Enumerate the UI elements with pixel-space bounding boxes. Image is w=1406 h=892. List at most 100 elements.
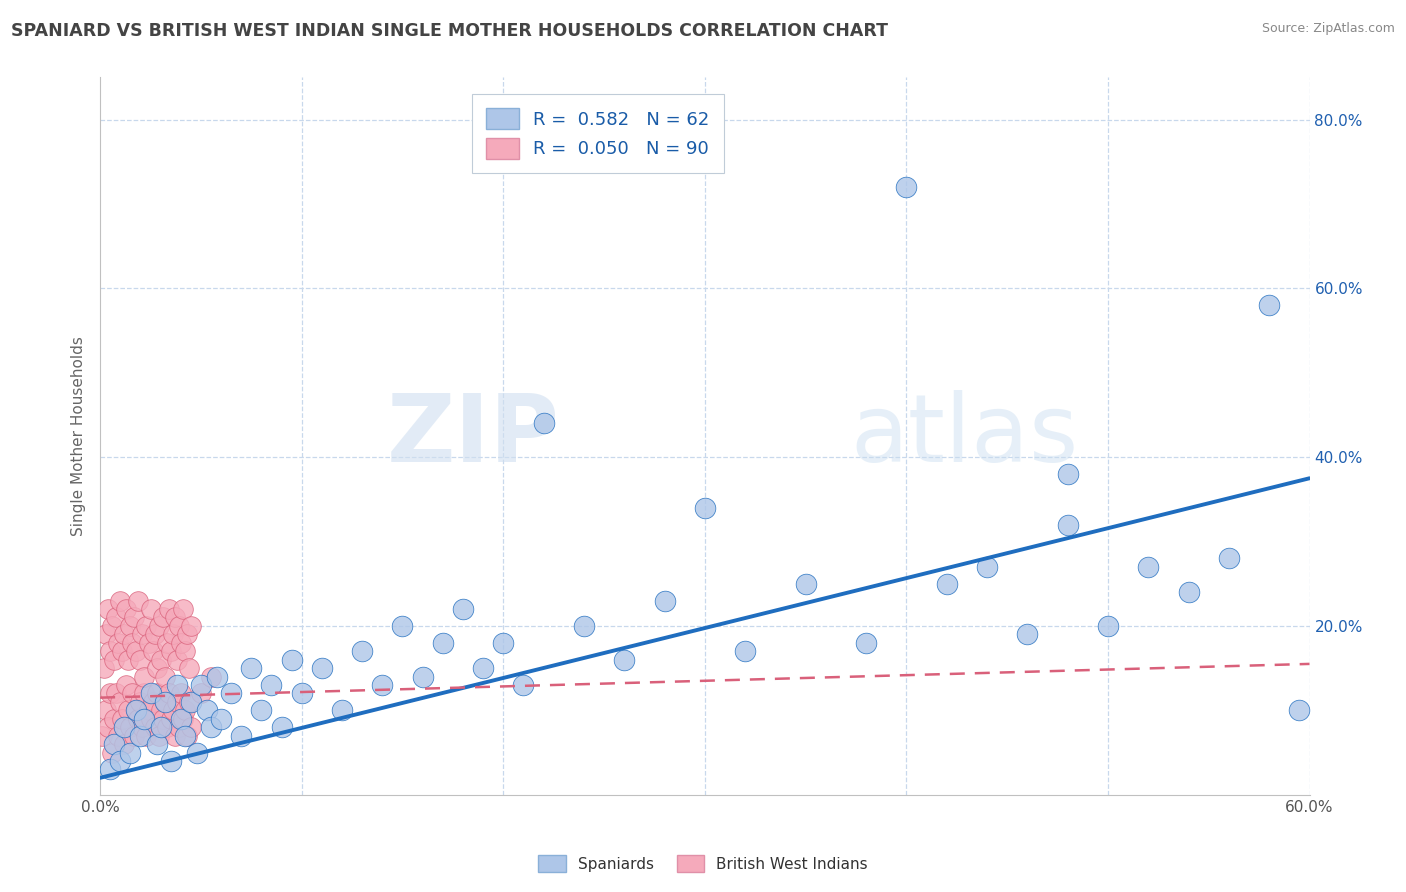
Point (231, 729, 253, 743)
Point (172, 602, 194, 616)
Point (190, 686, 212, 700)
Point (145, 661, 167, 675)
Point (91, 729, 114, 743)
Text: SPANIARD VS BRITISH WEST INDIAN SINGLE MOTHER HOUSEHOLDS CORRELATION CHART: SPANIARD VS BRITISH WEST INDIAN SINGLE M… (11, 22, 889, 40)
Text: atlas: atlas (851, 390, 1078, 482)
Point (125, 703, 148, 717)
Point (96, 703, 118, 717)
Point (180, 619, 202, 633)
Point (432, 636, 454, 650)
Point (693, 500, 716, 515)
Point (96, 627, 118, 641)
Point (145, 686, 167, 700)
Point (1097, 619, 1119, 633)
Point (93, 661, 115, 675)
Point (1137, 559, 1160, 574)
Legend: Spaniards, British West Indians: Spaniards, British West Indians (530, 847, 876, 880)
Point (1258, 298, 1281, 312)
Point (135, 619, 157, 633)
Point (134, 669, 156, 683)
Point (613, 653, 636, 667)
Point (166, 653, 188, 667)
Point (110, 593, 132, 607)
Point (105, 610, 128, 624)
Point (159, 644, 181, 658)
Point (120, 619, 142, 633)
Point (141, 695, 163, 709)
Point (572, 619, 595, 633)
Point (148, 619, 170, 633)
Point (153, 695, 176, 709)
Point (311, 661, 333, 675)
Point (138, 636, 160, 650)
Point (260, 678, 283, 692)
Point (162, 627, 184, 641)
Point (153, 669, 176, 683)
Point (129, 653, 152, 667)
Point (240, 661, 263, 675)
Point (139, 602, 162, 616)
Point (157, 686, 180, 700)
Point (176, 627, 198, 641)
Point (166, 678, 188, 692)
Point (1056, 467, 1078, 481)
Point (143, 720, 166, 734)
Point (1056, 517, 1078, 532)
Point (112, 737, 135, 751)
Point (105, 686, 128, 700)
Point (101, 619, 124, 633)
Point (112, 627, 135, 641)
Point (173, 729, 195, 743)
Point (101, 746, 124, 760)
Point (134, 686, 156, 700)
Point (896, 180, 918, 194)
Point (412, 669, 434, 683)
Text: Source: ZipAtlas.com: Source: ZipAtlas.com (1261, 22, 1395, 36)
Point (163, 610, 186, 624)
Point (115, 678, 138, 692)
Point (97, 602, 120, 616)
Point (654, 593, 676, 607)
Point (172, 712, 194, 726)
Point (734, 644, 756, 658)
Point (149, 703, 172, 717)
Point (190, 678, 212, 692)
Point (111, 644, 134, 658)
Point (115, 602, 138, 616)
Point (148, 729, 170, 743)
Point (512, 678, 534, 692)
Point (935, 576, 957, 591)
Point (124, 729, 146, 743)
Point (110, 695, 132, 709)
Point (125, 703, 148, 717)
Point (156, 636, 179, 650)
Point (107, 636, 129, 650)
Text: ZIP: ZIP (387, 390, 560, 482)
Point (141, 644, 163, 658)
Point (166, 695, 188, 709)
Point (121, 686, 143, 700)
Point (143, 627, 166, 641)
Point (173, 703, 195, 717)
Point (159, 754, 181, 768)
Point (163, 729, 186, 743)
Point (149, 720, 172, 734)
Point (117, 703, 139, 717)
Point (129, 729, 152, 743)
Point (205, 669, 228, 683)
Point (180, 720, 202, 734)
Point (138, 703, 160, 717)
Point (176, 729, 198, 743)
Point (170, 712, 193, 726)
Point (103, 712, 125, 726)
Point (135, 729, 157, 743)
Point (219, 686, 242, 700)
Point (156, 720, 179, 734)
Point (451, 602, 474, 616)
Point (120, 746, 142, 760)
Point (149, 653, 172, 667)
Point (391, 619, 413, 633)
Point (107, 729, 129, 743)
Point (98, 763, 121, 777)
Point (124, 610, 146, 624)
